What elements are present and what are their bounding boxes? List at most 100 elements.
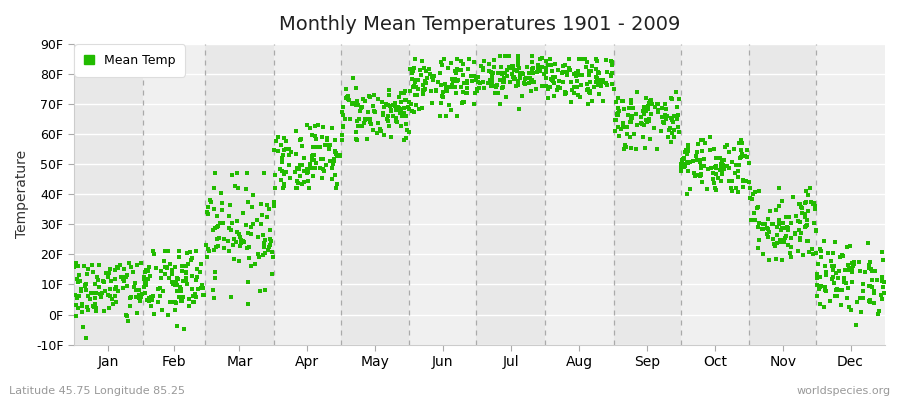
Point	[605, 70, 619, 76]
Point	[411, 85, 426, 92]
Point	[865, 284, 879, 290]
Point	[491, 90, 506, 97]
Point	[302, 169, 316, 175]
Point	[143, 273, 157, 279]
Point	[189, 276, 203, 283]
Point	[878, 279, 892, 285]
Point	[401, 99, 416, 105]
Point	[498, 70, 512, 76]
Point	[240, 301, 255, 308]
Point	[697, 137, 711, 143]
Point	[742, 159, 756, 166]
Point	[453, 66, 467, 73]
Point	[413, 72, 428, 78]
Point	[403, 66, 418, 72]
Point	[291, 179, 305, 186]
Point	[447, 68, 462, 75]
Point	[228, 183, 242, 190]
Point	[493, 101, 508, 108]
Point	[137, 276, 151, 282]
Point	[119, 312, 133, 318]
Point	[308, 132, 322, 139]
Point	[714, 163, 728, 169]
Point	[814, 284, 828, 290]
Point	[350, 102, 365, 108]
Point	[423, 71, 437, 78]
Point	[662, 124, 677, 131]
Point	[185, 254, 200, 261]
Point	[163, 261, 177, 268]
Bar	[205, 44, 274, 344]
Point	[580, 81, 595, 88]
Point	[752, 237, 766, 244]
Point	[526, 59, 540, 66]
Point	[168, 307, 183, 313]
Point	[390, 119, 404, 126]
Point	[793, 204, 807, 210]
Point	[518, 81, 533, 87]
Point	[161, 312, 176, 318]
Point	[589, 66, 603, 72]
Point	[195, 282, 210, 288]
Point	[810, 272, 824, 278]
Point	[494, 64, 508, 70]
Point	[282, 151, 296, 158]
Point	[338, 86, 353, 92]
Point	[620, 130, 634, 137]
Point	[863, 266, 878, 272]
Point	[293, 173, 308, 179]
Point	[626, 104, 640, 111]
Point	[511, 62, 526, 69]
Point	[717, 166, 732, 172]
Point	[212, 234, 227, 241]
Point	[806, 200, 821, 206]
Point	[760, 216, 775, 222]
Point	[380, 116, 394, 122]
Point	[847, 261, 861, 268]
Point	[580, 64, 594, 70]
Point	[199, 242, 213, 248]
Point	[689, 149, 704, 156]
Point	[357, 116, 372, 122]
Point	[240, 230, 255, 236]
Point	[87, 294, 102, 301]
Point	[92, 284, 106, 290]
Point	[257, 240, 272, 246]
Point	[777, 239, 791, 246]
Point	[455, 72, 470, 78]
Point	[422, 65, 436, 72]
Point	[690, 172, 705, 178]
Point	[428, 88, 443, 95]
Point	[661, 134, 675, 140]
Point	[72, 293, 86, 300]
Point	[210, 236, 224, 242]
Point	[639, 116, 653, 123]
Point	[484, 74, 499, 80]
Point	[775, 237, 789, 244]
Point	[863, 259, 878, 266]
Point	[589, 78, 603, 85]
Point	[383, 103, 398, 109]
Point	[488, 90, 502, 96]
Point	[756, 221, 770, 227]
Point	[392, 106, 407, 113]
Point	[635, 134, 650, 140]
Point	[366, 103, 381, 109]
Point	[120, 283, 134, 290]
Point	[543, 84, 557, 90]
Point	[806, 246, 820, 252]
Point	[615, 98, 629, 104]
Point	[663, 139, 678, 145]
Point	[471, 74, 485, 80]
Point	[681, 143, 696, 150]
Point	[305, 132, 320, 138]
Point	[200, 208, 214, 215]
Point	[226, 242, 240, 248]
Point	[609, 98, 624, 105]
Point	[167, 263, 182, 270]
Point	[140, 276, 155, 282]
Point	[592, 70, 607, 76]
Point	[297, 168, 311, 174]
Point	[502, 65, 517, 71]
Point	[277, 183, 292, 190]
